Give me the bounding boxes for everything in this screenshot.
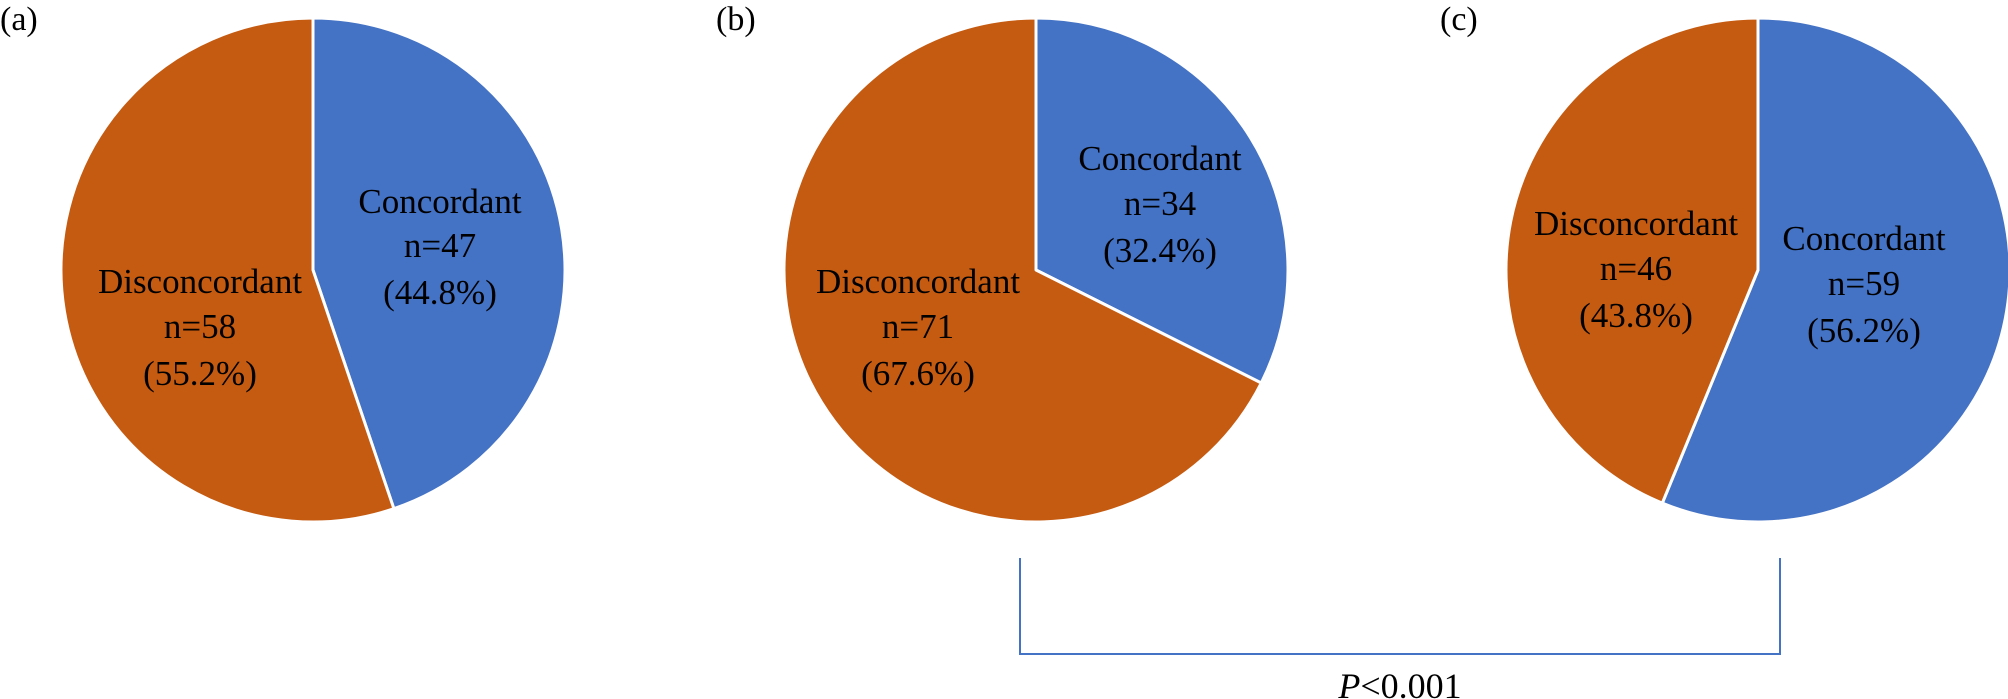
comparison-bracket: P<0.001 xyxy=(1019,558,1781,699)
pie-slice-b-concordant xyxy=(1034,16,1290,385)
panel-label-c: (c) xyxy=(1440,1,1478,38)
pie-slice-a-concordant xyxy=(311,16,567,511)
panel-c: (c) Concordant n=59 (56.2%) Disconcordan… xyxy=(1440,1,2008,524)
slice-a-disconcordant-n: n=58 xyxy=(164,307,236,346)
pie-slice-a-disconcordant xyxy=(59,16,396,524)
slice-c-concordant-category: Concordant xyxy=(1782,219,1946,258)
slice-c-disconcordant-n: n=46 xyxy=(1600,249,1672,288)
slice-c-concordant-pct: (56.2%) xyxy=(1807,311,1921,350)
p-value-label: P<0.001 xyxy=(1337,666,1461,699)
pie-slice-c-disconcordant xyxy=(1504,16,1760,505)
pie-c xyxy=(1504,16,2008,524)
slice-c-disconcordant-pct: (43.8%) xyxy=(1579,296,1693,335)
pie-a xyxy=(59,16,567,524)
slice-b-concordant-category: Concordant xyxy=(1078,139,1242,178)
slice-a-disconcordant-pct: (55.2%) xyxy=(143,354,257,393)
slice-b-disconcordant-pct: (67.6%) xyxy=(861,354,975,393)
bracket-line xyxy=(1019,558,1781,655)
p-value-symbol: P xyxy=(1337,666,1360,699)
slice-a-concordant-category: Concordant xyxy=(358,182,522,221)
panel-label-b: (b) xyxy=(716,1,756,38)
p-value-text: <0.001 xyxy=(1360,666,1461,699)
slice-a-concordant-pct: (44.8%) xyxy=(383,273,497,312)
pie-b xyxy=(782,16,1290,524)
slice-b-concordant-n: n=34 xyxy=(1124,184,1196,223)
slice-b-disconcordant-n: n=71 xyxy=(882,307,954,346)
pie-slice-b-disconcordant xyxy=(782,16,1263,524)
panel-a: (a) Concordant n=47 (44.8%) Disconcordan… xyxy=(0,1,567,524)
slice-a-concordant-n: n=47 xyxy=(404,226,476,265)
panel-b: (b) Concordant n=34 (32.4%) Disconcordan… xyxy=(716,1,1290,524)
slice-b-concordant-pct: (32.4%) xyxy=(1103,231,1217,270)
pie-slice-c-concordant xyxy=(1660,16,2008,524)
panel-label-a: (a) xyxy=(0,1,38,38)
slice-a-disconcordant-category: Disconcordant xyxy=(98,262,302,301)
slice-c-disconcordant-category: Disconcordant xyxy=(1534,204,1738,243)
slice-c-concordant-n: n=59 xyxy=(1828,264,1900,303)
slice-b-disconcordant-category: Disconcordant xyxy=(816,262,1020,301)
